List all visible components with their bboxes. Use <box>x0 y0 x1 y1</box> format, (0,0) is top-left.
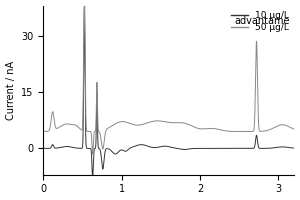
Text: advantame: advantame <box>235 16 290 26</box>
Legend: 10 μg/L, 50 μg/L: 10 μg/L, 50 μg/L <box>228 7 292 35</box>
Y-axis label: Current / nA: Current / nA <box>6 61 16 120</box>
